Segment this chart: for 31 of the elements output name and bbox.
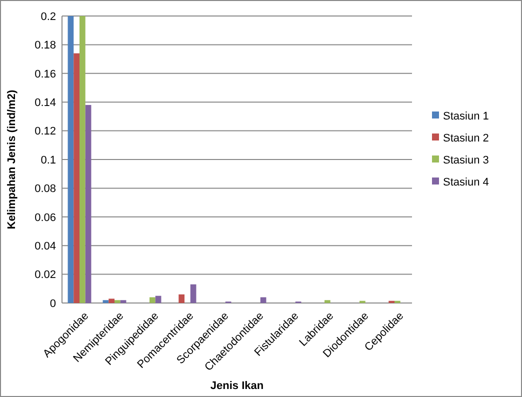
bar bbox=[178, 294, 184, 303]
bar bbox=[68, 16, 74, 303]
bar bbox=[108, 298, 114, 303]
y-tick-label: 0.14 bbox=[34, 96, 56, 109]
y-tick-label: 0.18 bbox=[34, 40, 56, 52]
bar bbox=[324, 300, 330, 303]
bar bbox=[74, 53, 80, 303]
y-tick-label: 0.04 bbox=[34, 240, 56, 252]
bar bbox=[260, 297, 266, 303]
y-tick-label: 0.02 bbox=[34, 269, 56, 282]
legend-label: Stasiun 1 bbox=[443, 110, 489, 122]
bar bbox=[120, 300, 126, 303]
legend-label: Stasiun 2 bbox=[443, 132, 489, 144]
bar bbox=[190, 284, 196, 303]
legend-label: Stasiun 3 bbox=[443, 154, 489, 166]
y-axis-title: Kelimpahan Jenis (ind/m2) bbox=[6, 89, 18, 230]
y-tick-label: 0.1 bbox=[40, 154, 56, 166]
bar bbox=[85, 104, 92, 303]
y-tick-label: 0.16 bbox=[34, 68, 56, 80]
y-tick-label: 0.08 bbox=[34, 183, 56, 196]
bar bbox=[102, 300, 109, 303]
x-axis-title: Jenis Ikan bbox=[210, 380, 264, 392]
legend-label: Stasiun 4 bbox=[443, 176, 489, 188]
y-tick-label: 0.06 bbox=[34, 212, 56, 224]
bar bbox=[80, 16, 86, 303]
bar bbox=[155, 296, 162, 303]
y-tick-label: 0.12 bbox=[34, 126, 56, 138]
y-tick-label: 0.2 bbox=[40, 10, 56, 23]
bar bbox=[150, 297, 156, 303]
bar bbox=[114, 300, 120, 303]
y-tick-label: 0 bbox=[50, 298, 56, 310]
